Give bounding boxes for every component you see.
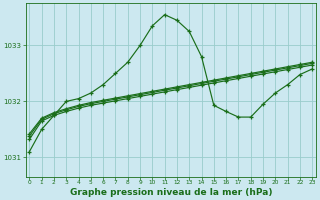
X-axis label: Graphe pression niveau de la mer (hPa): Graphe pression niveau de la mer (hPa) bbox=[69, 188, 272, 197]
